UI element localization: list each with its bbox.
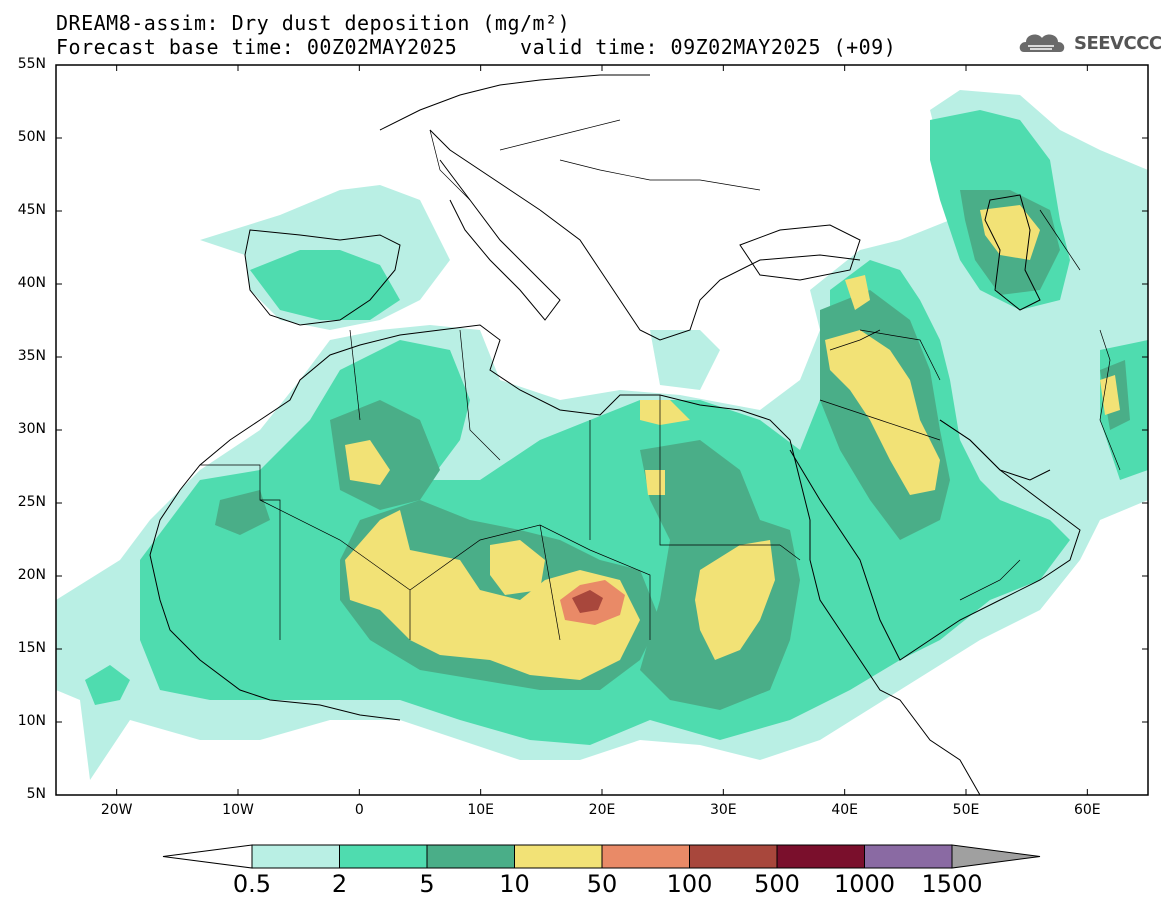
valid-time: valid time: 09Z02MAY2025 (+09) [520, 35, 897, 59]
colorbar-segment-0.5 [251, 844, 340, 869]
country-borders [200, 119, 1121, 641]
colorbar-label-500: 500 [754, 870, 800, 898]
axis-ticks [56, 64, 1148, 796]
lon-label-20W: 20W [100, 802, 133, 818]
lat-label-50N: 50N [17, 129, 46, 145]
title-line2: Forecast base time: 00Z02MAY2025 valid t… [56, 36, 896, 58]
lon-label-60E: 60E [1073, 802, 1101, 818]
dust-level-100 [572, 590, 603, 613]
lon-label-50E: 50E [952, 802, 980, 818]
colorbar-label-10: 10 [499, 870, 530, 898]
lon-label-20E: 20E [588, 802, 616, 818]
lat-label-40N: 40N [17, 275, 46, 291]
colorbar-label-5: 5 [419, 870, 435, 898]
lon-label-10E: 10E [467, 802, 494, 818]
lat-label-35N: 35N [17, 348, 46, 364]
colorbar-label-2: 2 [331, 870, 348, 898]
lon-label-0: 0 [354, 802, 364, 818]
lat-label-10N: 10N [17, 713, 46, 729]
colorbar-label-0.5: 0.5 [232, 870, 272, 898]
cloud-icon [1019, 34, 1065, 52]
logo-text: SEEVCCC [1074, 33, 1162, 54]
lat-label-20N: 20N [17, 567, 46, 583]
colorbar-segment-10 [514, 844, 603, 869]
colorbar-label-1000: 1000 [833, 870, 896, 898]
colorbar-under-arrow [162, 844, 253, 869]
colorbar-segment-2 [339, 844, 428, 869]
lat-label-15N: 15N [17, 640, 46, 656]
lon-label-30E: 30E [709, 802, 737, 818]
lon-label-10W: 10W [222, 802, 254, 818]
lat-label-25N: 25N [17, 494, 46, 510]
colorbar-segment-50 [601, 844, 690, 869]
colorbar-label-100: 100 [666, 870, 713, 898]
colorbar-over-arrow [951, 844, 1041, 869]
colorbar [162, 844, 1041, 869]
colorbar-segment-1000 [864, 844, 953, 869]
lat-label-45N: 45N [17, 202, 46, 218]
lat-label-30N: 30N [17, 421, 46, 437]
title-line1: DREAM8-assim: Dry dust deposition (mg/m²… [56, 11, 571, 35]
coastlines [149, 74, 1081, 795]
colorbar-segment-100 [689, 844, 778, 869]
colorbar-label-1500: 1500 [921, 870, 983, 898]
lat-label-55N: 55N [17, 56, 46, 72]
colorbar-segment-5 [426, 844, 515, 869]
lat-label-5N: 5N [26, 786, 46, 802]
colorbar-segment-500 [776, 844, 865, 869]
colorbar-label-50: 50 [586, 870, 618, 898]
lon-label-40E: 40E [831, 802, 858, 818]
dust-level-10 [345, 205, 1120, 680]
base-time: Forecast base time: 00Z02MAY2025 [56, 35, 458, 59]
